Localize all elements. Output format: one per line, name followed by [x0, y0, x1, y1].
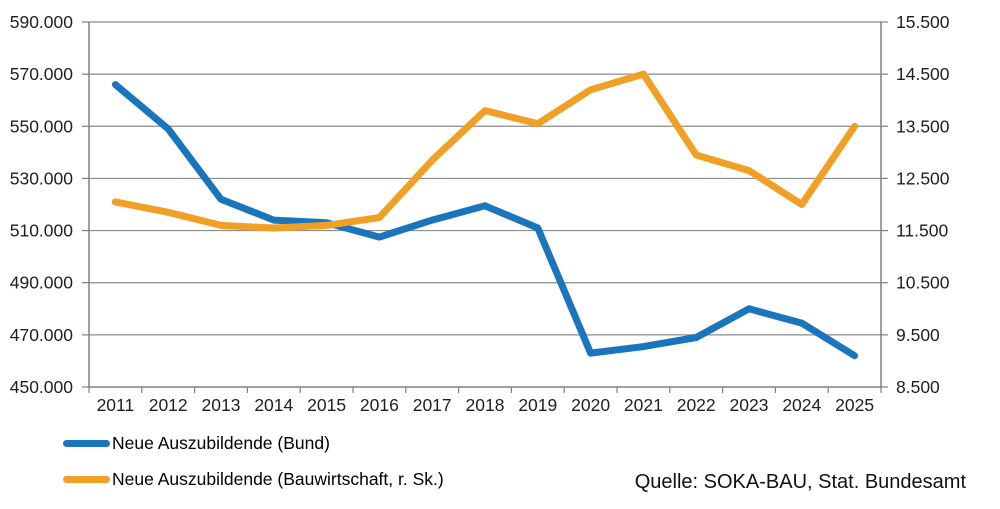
x-axis-tick-label: 2016	[360, 395, 399, 415]
right-axis-tick-label: 11.500	[896, 221, 948, 241]
legend: Neue Auszubildende (Bund) Neue Auszubild…	[63, 431, 444, 503]
legend-swatch-orange-line	[63, 475, 110, 483]
source-note: Quelle: SOKA-BAU, Stat. Bundesamt	[634, 471, 966, 493]
right-axis-tick-label: 12.500	[896, 168, 950, 188]
x-axis-tick-label: 2025	[835, 395, 874, 415]
series-line-bund	[111, 81, 859, 360]
x-axis-tick-label: 2017	[413, 395, 452, 415]
right-axis-tick-label: 13.500	[896, 116, 950, 136]
x-axis-tick-label: 2023	[730, 395, 769, 415]
x-axis-tick-labels: 2011 2012 2013 2014 2015 2016 2017 2018 2019 2020…	[97, 395, 874, 415]
right-axis-tick-label: 8.500	[896, 377, 940, 397]
series-line-bauwirtschaft	[111, 70, 859, 232]
axis-lines	[88, 22, 882, 388]
x-axis-tick-label: 2021	[624, 395, 663, 415]
x-axis-tick-label: 2018	[466, 395, 505, 415]
left-axis-tick-label: 510.000	[10, 221, 74, 241]
right-axis-tick-label: 15.500	[896, 12, 950, 32]
right-axis-tick-label: 14.500	[896, 64, 950, 84]
x-axis-tick-label: 2022	[677, 395, 716, 415]
legend-label-bauwirtschaft: Neue Auszubildende (Bauwirtschaft, r. Sk…	[112, 468, 444, 489]
x-axis-tick-label: 2012	[149, 395, 188, 415]
left-axis-tick-label: 590.000	[10, 12, 74, 32]
data-series-lines	[111, 70, 859, 360]
left-axis-tick-label: 450.000	[10, 377, 74, 397]
x-axis-tick-label: 2014	[254, 395, 293, 415]
legend-item-bauwirtschaft: Neue Auszubildende (Bauwirtschaft, r. Sk…	[63, 467, 444, 491]
left-axis-tick-labels: 590.000 570.000 550.000 530.000 510.000 490.0…	[10, 12, 74, 397]
axis-ticks	[82, 21, 888, 393]
left-axis-tick-label: 550.000	[10, 116, 74, 136]
left-axis-tick-label: 570.000	[10, 64, 74, 84]
right-axis-tick-labels: 15.500 14.500 13.500 12.500 11.500 10.500 9.50…	[896, 12, 950, 397]
x-axis-tick-label: 2024	[782, 395, 821, 415]
legend-item-bund: Neue Auszubildende (Bund)	[63, 431, 444, 455]
left-axis-tick-label: 470.000	[10, 325, 74, 345]
x-axis-tick-label: 2011	[97, 395, 135, 415]
x-axis-tick-label: 2013	[202, 395, 241, 415]
left-axis-tick-label: 530.000	[10, 168, 74, 188]
right-axis-tick-label: 9.500	[896, 325, 940, 345]
x-axis-tick-label: 2020	[571, 395, 610, 415]
legend-swatch-blue-line	[63, 439, 110, 447]
right-axis-tick-label: 10.500	[896, 273, 950, 293]
left-axis-tick-label: 490.000	[10, 273, 74, 293]
legend-label-bund: Neue Auszubildende (Bund)	[112, 432, 330, 453]
x-axis-tick-label: 2015	[307, 395, 346, 415]
x-axis-tick-label: 2019	[518, 395, 557, 415]
gridlines	[89, 21, 881, 336]
